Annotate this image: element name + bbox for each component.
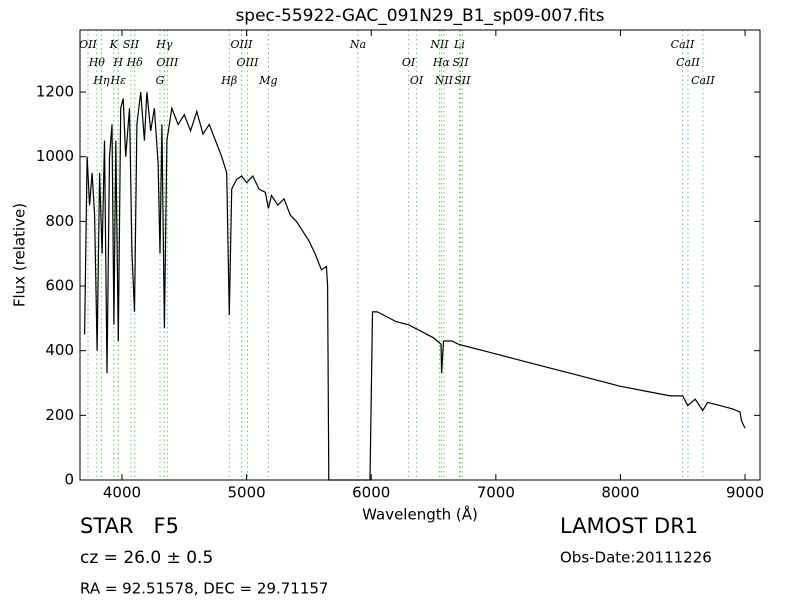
y-tick-label: 0	[64, 471, 74, 489]
spectral-line-label: NII	[429, 38, 449, 51]
spectral-line-label: NII	[434, 74, 454, 87]
spectral-line-label: OIII	[156, 56, 179, 69]
spectral-line-label: CaII	[676, 56, 700, 69]
spectral-line-label: SII	[454, 74, 471, 87]
spectral-line-label: CaII	[691, 74, 715, 87]
spectral-line-label: SII	[452, 56, 469, 69]
x-tick-label: 7000	[477, 484, 515, 502]
spectral-line-label: Hδ	[126, 56, 144, 69]
spectral-line-label: OI	[402, 56, 416, 69]
spectral-line-label: Hβ	[220, 74, 237, 87]
y-tick-label: 1200	[36, 83, 74, 101]
y-tick-label: 800	[45, 212, 74, 230]
obs-date-label: Obs-Date:20111226	[560, 549, 712, 567]
x-tick-label: 4000	[103, 484, 141, 502]
spectral-line-label: SII	[123, 38, 140, 51]
spectral-line-label: OI	[410, 74, 424, 87]
spectral-line-label: Na	[349, 38, 366, 51]
spectral-line-label: Hγ	[155, 38, 173, 51]
spectral-line-label: K	[109, 38, 119, 51]
spectral-line-label: Hε	[110, 74, 127, 87]
spectral-line-label: OII	[79, 38, 97, 51]
spectral-line-label: CaII	[671, 38, 695, 51]
y-tick-label: 200	[45, 406, 74, 424]
spectral-line-label: Hα	[432, 56, 451, 69]
y-tick-label: 1000	[36, 147, 74, 165]
plot-frame	[79, 29, 761, 481]
spectral-line-label: G	[156, 74, 165, 87]
spectrum-line	[84, 92, 746, 481]
x-tick-label: 8000	[601, 484, 639, 502]
survey-label: LAMOST DR1	[560, 514, 698, 538]
y-tick-label: 400	[45, 341, 74, 359]
spectral-line-label: OIII	[230, 38, 253, 51]
chart-title: spec-55922-GAC_091N29_B1_sp09-007.fits	[235, 6, 604, 26]
y-tick-label: 600	[45, 277, 74, 295]
coords-label: RA = 92.51578, DEC = 29.71157	[80, 580, 328, 598]
x-tick-label: 9000	[726, 484, 764, 502]
spectral-line-label: Mg	[258, 74, 277, 87]
y-axis-label: Flux (relative)	[11, 203, 29, 307]
redshift-label: cz = 26.0 ± 0.5	[80, 548, 213, 568]
x-axis-label: Wavelength (Å)	[362, 505, 478, 524]
class-label: STAR F5	[80, 514, 179, 538]
spectral-line-label: OIII	[236, 56, 259, 69]
spectral-line-label: Hη	[92, 74, 110, 87]
spectral-line-label: Hθ	[88, 56, 106, 69]
x-tick-label: 6000	[352, 484, 390, 502]
spectral-line-label: Li	[453, 38, 465, 51]
x-tick-label: 5000	[228, 484, 266, 502]
